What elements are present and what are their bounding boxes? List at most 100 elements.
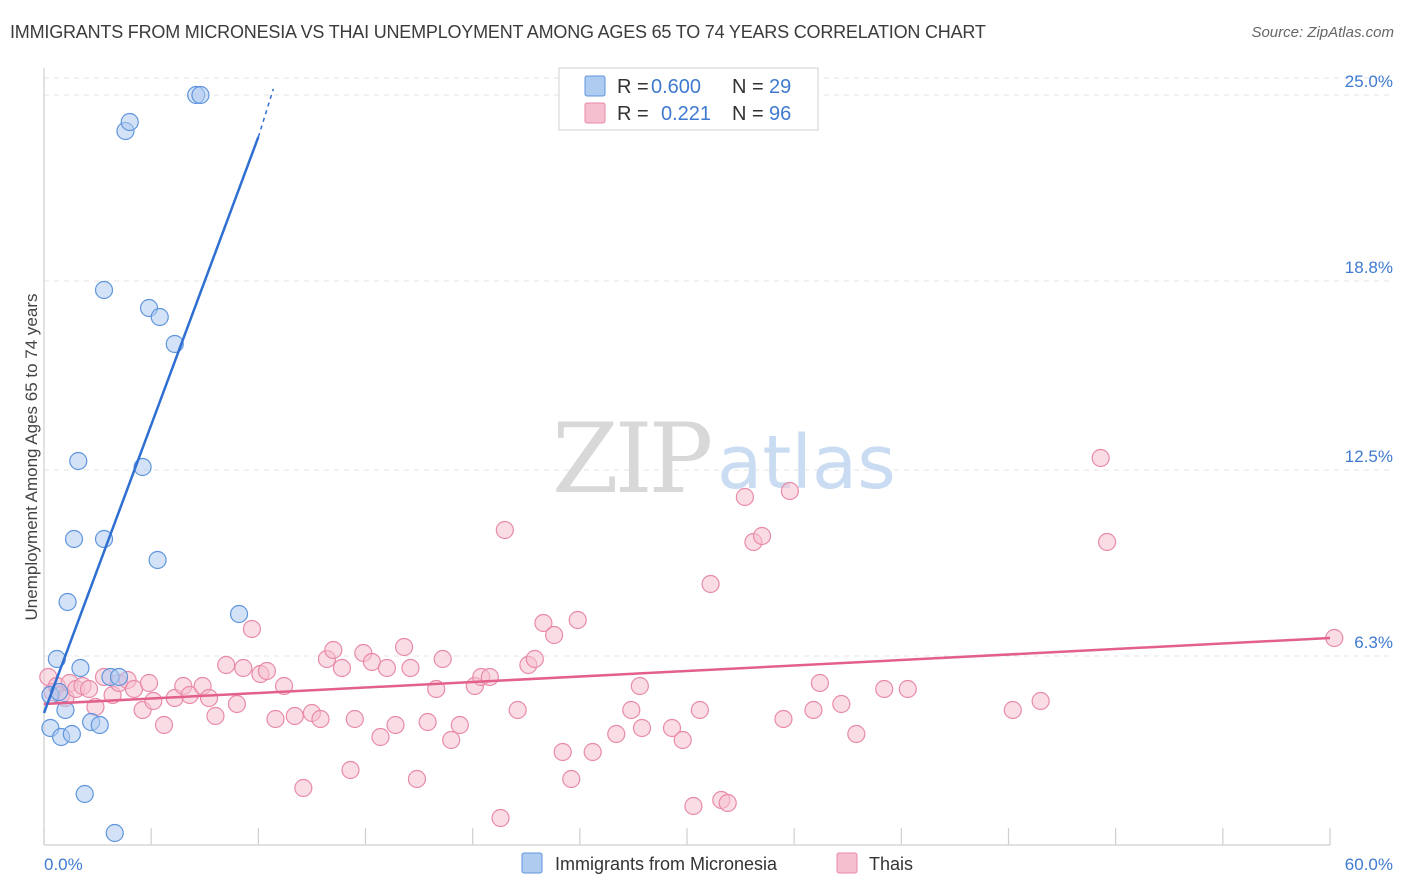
- thais-point: [607, 724, 626, 744]
- thais-point: [332, 658, 352, 678]
- micronesia-point: [56, 700, 75, 720]
- thais-points: [39, 448, 1344, 828]
- thais-point: [324, 640, 343, 660]
- y-tick-label: 25.0%: [1345, 72, 1393, 91]
- thais-point: [562, 769, 581, 789]
- thais-point: [1091, 448, 1110, 468]
- thais-point: [545, 625, 564, 645]
- thais-point: [491, 808, 510, 828]
- thais-point: [684, 796, 703, 816]
- y-axis-label: Unemployment Among Ages 65 to 74 years: [22, 294, 41, 621]
- thais-point: [285, 706, 304, 726]
- thais-point: [144, 691, 163, 711]
- thais-point: [774, 709, 793, 729]
- thais-point: [690, 700, 709, 720]
- thais-point: [386, 715, 405, 735]
- thais-point: [752, 526, 772, 546]
- y-tick-labels: 6.3% 12.5% 18.8% 25.0%: [1345, 72, 1393, 652]
- thais-point: [442, 730, 461, 750]
- thais-point: [875, 679, 894, 699]
- trendlines: [42, 88, 1331, 714]
- thais-trendline: [43, 636, 1331, 706]
- micronesia-trendline: [42, 136, 260, 714]
- thais-point: [1003, 700, 1022, 720]
- thais-point: [508, 700, 527, 720]
- micronesia-point: [58, 592, 77, 612]
- micronesia-points: [41, 85, 249, 843]
- bottom-legend-swatch-thais: [836, 852, 858, 874]
- legend-n-value-1: 29: [769, 76, 791, 98]
- micronesia-point: [105, 823, 124, 843]
- thais-point: [79, 679, 99, 699]
- thais-point: [1097, 532, 1117, 552]
- legend-r-label-1: R =: [617, 76, 649, 98]
- thais-point: [311, 709, 330, 729]
- source-credit: Source: ZipAtlas.com: [1251, 24, 1394, 41]
- bottom-legend: Immigrants from Micronesia Thais: [521, 852, 913, 874]
- bottom-legend-label-thais: Thais: [869, 854, 913, 874]
- legend-box: R = 0.600 N = 29 R = 0.221 N = 96: [558, 67, 819, 131]
- micronesia-point: [150, 307, 169, 327]
- thais-point: [294, 778, 313, 798]
- thais-point: [534, 613, 553, 633]
- thais-point: [242, 619, 262, 639]
- micronesia-point: [64, 529, 84, 549]
- bottom-legend-swatch-micronesia: [521, 852, 543, 874]
- thais-point: [622, 700, 641, 720]
- y-tick-label: 12.5%: [1345, 447, 1393, 466]
- micronesia-point: [191, 85, 210, 105]
- x-tick-label-max: 60.0%: [1345, 855, 1393, 874]
- y-tick-label: 18.8%: [1345, 258, 1393, 277]
- legend-swatch-blue: [584, 75, 606, 97]
- thais-point: [371, 727, 390, 747]
- thais-point: [139, 673, 159, 693]
- thais-point: [394, 637, 414, 657]
- x-ticks: [43, 828, 1331, 845]
- thais-point: [227, 694, 246, 714]
- thais-point: [154, 715, 174, 735]
- thais-point: [217, 655, 236, 675]
- watermark-zip: ZIP: [552, 403, 711, 515]
- thais-point: [583, 742, 602, 762]
- micronesia-point: [75, 784, 94, 804]
- legend-n-value-2: 96: [769, 103, 791, 125]
- thais-point: [199, 688, 219, 708]
- legend-swatch-pink: [584, 102, 606, 124]
- thais-point: [206, 706, 225, 726]
- watermark: ZIP atlas: [552, 403, 896, 515]
- thais-point: [480, 667, 499, 687]
- thais-point: [630, 676, 649, 696]
- legend-r-value-2: 0.221: [661, 103, 711, 125]
- thais-point: [1031, 691, 1050, 711]
- thais-point: [495, 520, 514, 540]
- thais-point: [718, 793, 737, 813]
- thais-point: [433, 649, 452, 669]
- x-tick-label-min: 0.0%: [44, 855, 83, 874]
- thais-point: [418, 712, 437, 732]
- micronesia-point: [148, 550, 167, 570]
- micronesia-point: [109, 667, 129, 687]
- thais-point: [632, 718, 652, 738]
- legend-r-value-1: 0.600: [651, 76, 701, 98]
- micronesia-trendline-extension: [257, 88, 275, 138]
- thais-point: [401, 658, 420, 678]
- thais-point: [525, 649, 544, 669]
- thais-point: [662, 718, 682, 738]
- thais-point: [735, 487, 754, 507]
- thais-point: [407, 769, 427, 789]
- micronesia-point: [71, 658, 90, 678]
- thais-point: [257, 661, 277, 681]
- thais-point: [553, 742, 572, 762]
- micronesia-point: [62, 724, 81, 744]
- thais-point: [450, 715, 469, 735]
- thais-point: [804, 700, 823, 720]
- micronesia-point: [94, 280, 114, 300]
- thais-point: [234, 658, 253, 678]
- thais-point: [810, 673, 829, 693]
- legend-r-label-2: R =: [617, 103, 649, 125]
- thais-point: [266, 709, 285, 729]
- chart-title: IMMIGRANTS FROM MICRONESIA VS THAI UNEMP…: [10, 22, 986, 42]
- bottom-legend-label-micronesia: Immigrants from Micronesia: [555, 854, 778, 874]
- thais-point: [345, 709, 364, 729]
